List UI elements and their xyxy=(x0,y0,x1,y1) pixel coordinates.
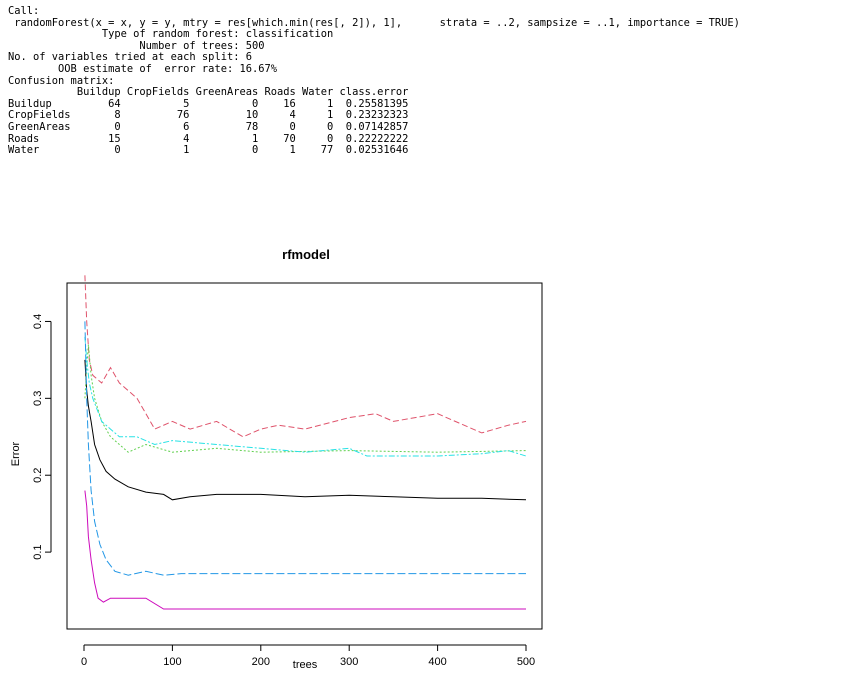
console-line: CropFields 8 76 10 4 1 0.23232323 xyxy=(8,109,409,122)
plot-title: rfmodel xyxy=(282,247,330,262)
console-line: No. of variables tried at each split: 6 xyxy=(8,51,252,64)
console-line: OOB estimate of error rate: 16.67% xyxy=(8,62,277,75)
console-line: GreenAreas 0 6 78 0 0 0.07142857 xyxy=(8,120,409,133)
x-tick-label: 200 xyxy=(252,656,270,668)
x-tick-label: 300 xyxy=(340,656,358,668)
series-line-4 xyxy=(84,336,527,457)
console-line: Number of trees: 500 xyxy=(8,39,265,52)
console-line: Type of random forest: classification xyxy=(8,28,334,41)
series-line-1 xyxy=(84,359,527,501)
console-line: Buildup CropFields GreenAreas Roads Wate… xyxy=(8,86,409,99)
x-tick-label: 0 xyxy=(81,656,87,668)
x-tick-label: 500 xyxy=(517,656,535,668)
x-tick-label: 400 xyxy=(428,656,446,668)
console-line: Water 0 1 0 1 77 0.02531646 xyxy=(8,144,409,157)
y-tick-label: 0.1 xyxy=(32,544,44,559)
series-line-5 xyxy=(84,321,526,576)
plot-frame xyxy=(66,282,543,630)
console-line: Roads 15 4 1 70 0 0.22222222 xyxy=(8,132,409,145)
console-line: Buildup 64 5 0 16 1 0.25581395 xyxy=(8,97,409,110)
y-tick-label: 0.3 xyxy=(32,391,44,406)
axes-layer: 0 100 200 300 400 500 0.1 0.2 0.3 0.4 xyxy=(32,314,535,668)
console-line: randomForest(x = x, y = y, mtry = res[wh… xyxy=(8,16,740,29)
series-line-3 xyxy=(84,344,527,453)
y-tick-label: 0.4 xyxy=(32,314,44,329)
x-axis-label: trees xyxy=(293,659,318,671)
console-line: Call: xyxy=(8,5,40,17)
series-line-2 xyxy=(84,275,527,438)
series-line-6 xyxy=(84,490,526,610)
y-axis-label: Error xyxy=(10,441,22,466)
console-line: Confusion matrix: xyxy=(8,74,115,87)
console-output: Call: randomForest(x = x, y = y, mtry = … xyxy=(8,5,740,157)
x-tick-label: 100 xyxy=(163,656,181,668)
rfmodel-plot: rfmodel 0 100 200 300 400 500 0.1 0.2 0.3 0.4 tre… xyxy=(10,247,543,671)
y-tick-label: 0.2 xyxy=(32,468,44,483)
series-layer xyxy=(84,275,527,610)
